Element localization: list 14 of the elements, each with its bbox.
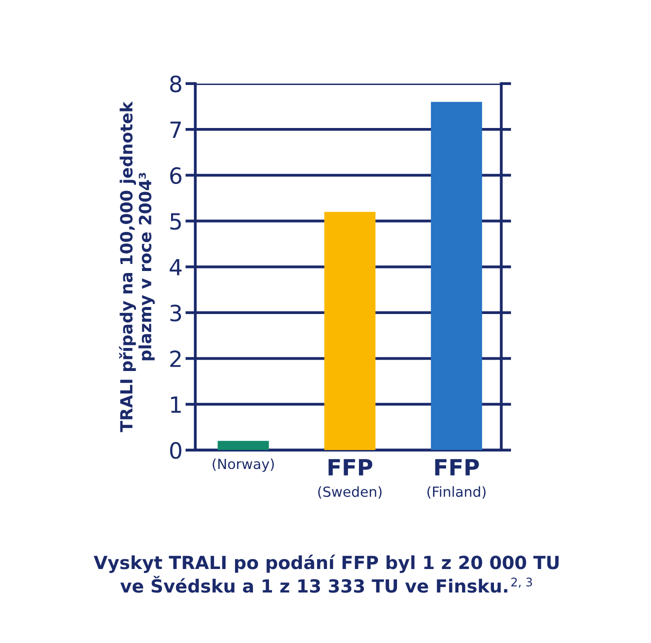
y-tick-label: 2	[170, 350, 181, 367]
x-tick-label: FFP (Finland)	[427, 459, 486, 499]
y-tick-label: 0	[170, 442, 182, 459]
y-axis-title: TRALI případy na 100,000 jednotek plazmy v roce 2004³	[119, 101, 155, 432]
y-tick-label: 7	[170, 122, 181, 138]
y-tick-label: 3	[170, 304, 182, 322]
x-tick-label: FFP (Sweden)	[318, 459, 382, 499]
text: Vyskyt TRALI po podání FFP byl 1 z 20 000 TU ve Švédsku a 1 z 13 333 TU ve Finsku.2, 3	[94, 554, 559, 593]
y-tick-label: 8	[170, 76, 182, 92]
y-tick-label: 1	[171, 396, 181, 413]
x-tick-label: (Norway)	[212, 458, 274, 472]
y-tick-label: 5	[170, 213, 181, 230]
y-tick-label: 4	[170, 259, 182, 276]
y-tick-label: 6	[170, 167, 182, 184]
